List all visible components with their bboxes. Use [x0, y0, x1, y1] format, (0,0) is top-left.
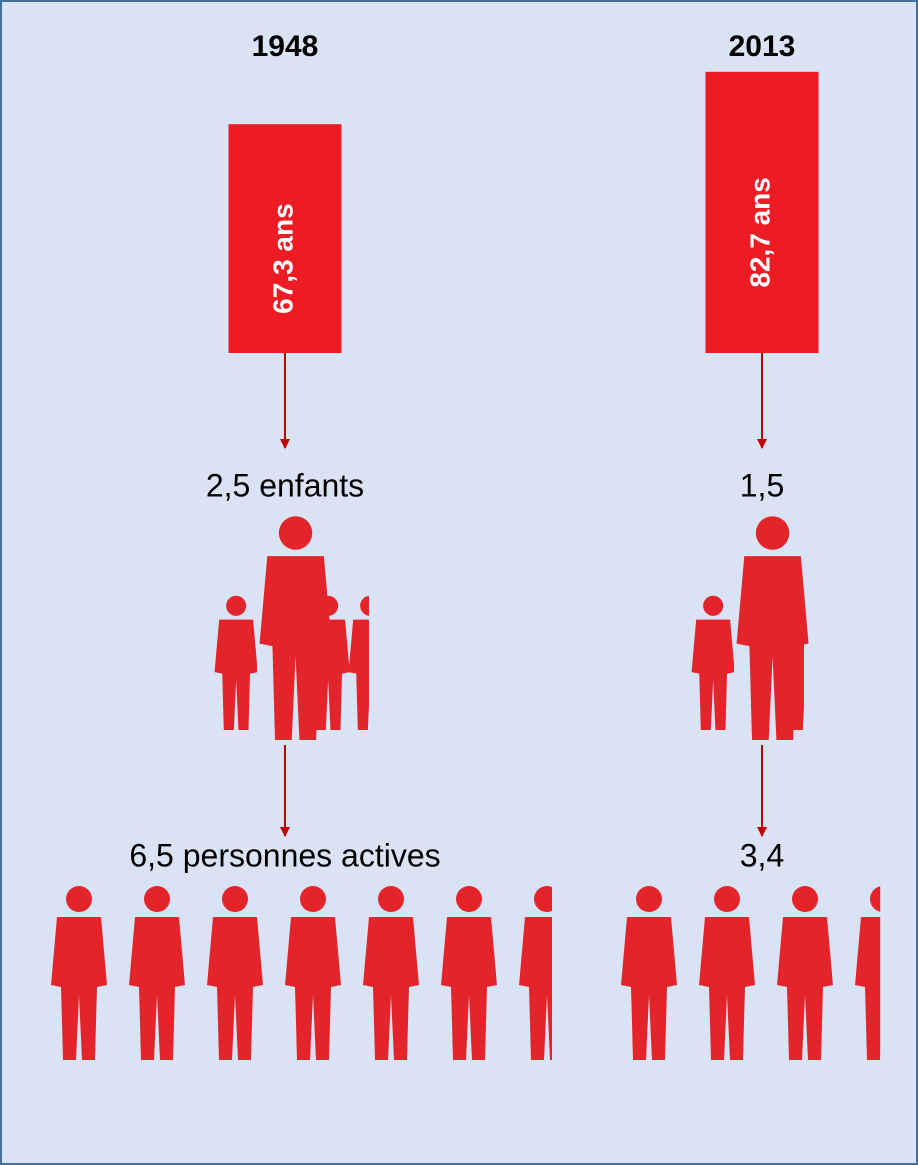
- infographic: 1948 67,3 ans 2,5 enfants 6,5 personnes act…: [0, 0, 918, 1165]
- head: [226, 596, 246, 616]
- head: [456, 886, 482, 912]
- year-label: 1948: [252, 30, 319, 63]
- head: [714, 886, 740, 912]
- workers-label: 6,5 personnes actives: [129, 837, 440, 873]
- head: [279, 516, 312, 549]
- head: [144, 886, 170, 912]
- head: [378, 886, 404, 912]
- life-label: 67,3 ans: [267, 203, 298, 314]
- head: [703, 596, 723, 616]
- head: [222, 886, 248, 912]
- children-label: 2,5 enfants: [206, 467, 364, 503]
- head: [318, 596, 338, 616]
- head: [792, 886, 818, 912]
- head: [66, 886, 92, 912]
- head: [300, 886, 326, 912]
- children-label: 1,5: [740, 467, 784, 503]
- life-label: 82,7 ans: [744, 177, 775, 288]
- year-label: 2013: [729, 30, 796, 63]
- head: [756, 516, 789, 549]
- workers-label: 3,4: [740, 837, 784, 873]
- head: [636, 886, 662, 912]
